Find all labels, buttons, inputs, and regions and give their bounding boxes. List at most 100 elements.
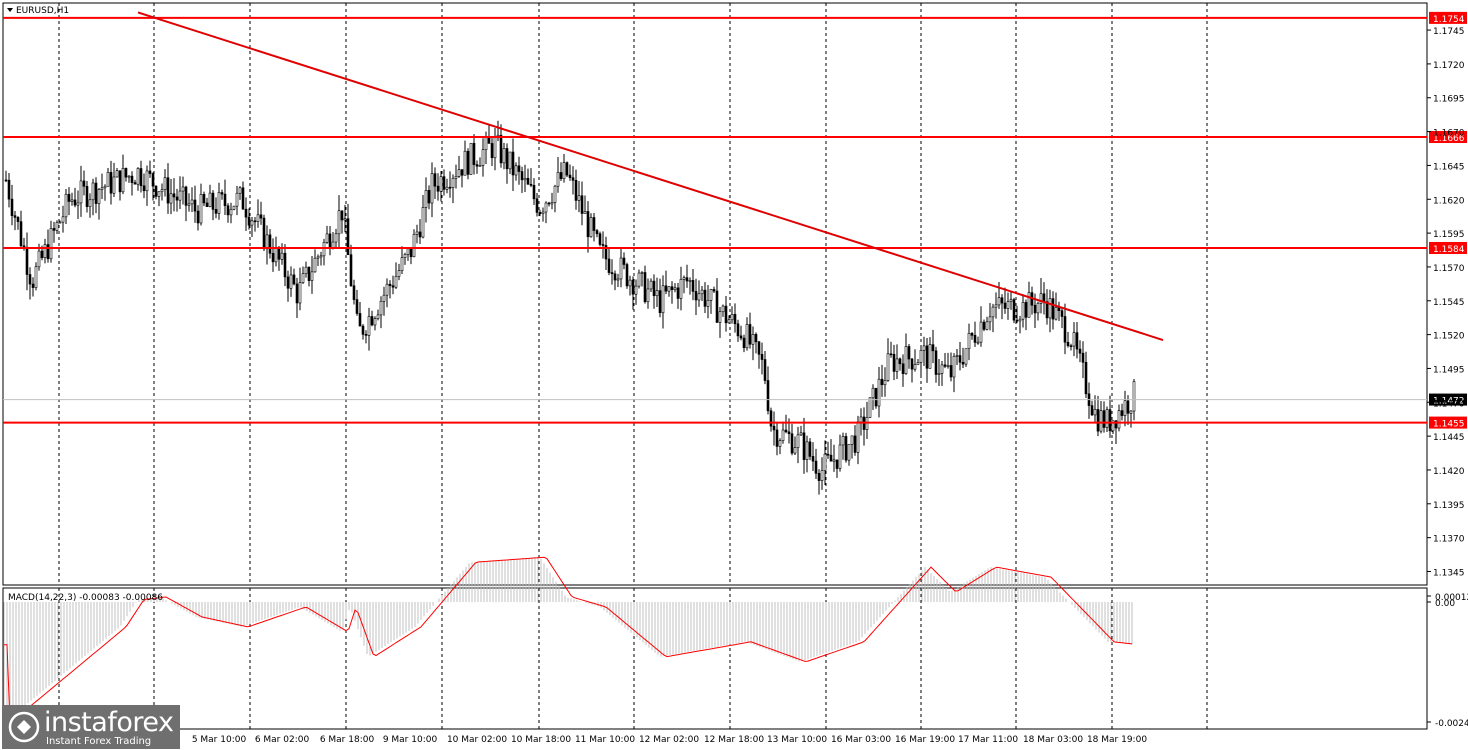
candle-body [685,277,689,282]
price-pane: EURUSD,H1 [2,2,1428,586]
candle-body [1126,400,1130,414]
candle-body [280,252,284,260]
candle-body [205,202,209,207]
candle-body [40,250,44,258]
candle-body [103,185,107,189]
candle-body [631,279,635,295]
candle-body [982,321,986,330]
candle-body [1045,301,1049,319]
candle-body [691,280,695,292]
candle-body [52,228,56,231]
candle-body [952,356,956,378]
candle-body [985,321,989,330]
trend-line [137,11,1164,341]
candle-body [286,276,290,289]
candle-body [4,179,8,182]
candle-body [784,429,788,433]
y-tick-label: 1.1395 [1433,501,1465,511]
candle-body [142,185,146,192]
candle-body [568,174,572,178]
candle-body [442,176,446,190]
candle-body [325,233,329,243]
candle-body [703,289,707,307]
candle-body [397,270,401,277]
candle-body [169,193,173,204]
candle-body [997,297,1001,306]
y-tick-label: 1.1470 [1433,399,1465,409]
candle-body [388,283,392,286]
candle-body [979,321,983,343]
candle-body [370,316,374,326]
candle-body [61,216,65,223]
candle-body [1063,316,1067,343]
candle-body [196,210,200,224]
candle-body [235,192,239,207]
candle-body [202,194,206,204]
candle-body [271,252,275,263]
candle-body [394,276,398,288]
candle-body [1006,301,1010,309]
candle-body [721,305,725,313]
candle-body [1102,410,1106,428]
candle-body [268,234,272,254]
candle-body [1021,302,1025,320]
candle-body [352,285,356,300]
candle-body [559,172,563,179]
candle-body [376,314,380,319]
level-price-badge [1429,130,1467,143]
candle-body [217,192,221,214]
candle-body [541,211,545,214]
candle-body [175,196,179,201]
candle-body [313,257,317,273]
candle-body [640,272,644,274]
candle-body [1099,410,1103,432]
y-tick-label: 1.1570 [1433,264,1465,274]
candle-body [334,233,338,243]
candle-body [31,283,35,288]
instaforex-logo: instaforex Instant Forex Trading [2,705,180,749]
candle-body [838,444,842,469]
candle-body [1111,420,1115,432]
candle-body [259,214,263,219]
candle-body [592,217,596,231]
y-tick-label: 1.1345 [1433,568,1465,578]
candle-body [94,182,98,204]
candle-body [457,169,461,177]
candle-body [28,274,32,285]
candle-body [463,150,467,176]
candle-body [127,175,131,178]
candle-body [382,294,386,302]
candle-body [1000,297,1004,304]
candle-body [823,453,827,471]
candle-body [289,274,293,289]
candle-body [610,272,614,275]
y-tick-label: 1.1695 [1433,95,1465,105]
candle-body [637,272,641,287]
candle-body [556,172,560,187]
candle-body [361,325,365,335]
candle-body [64,193,68,218]
candle-body [625,264,629,287]
candle-body [586,211,590,238]
candle-body [832,459,836,462]
candle-body [253,220,257,223]
candle-body [868,397,872,418]
candle-body [664,285,668,292]
candle-body [292,274,296,285]
candle-body [1123,400,1127,416]
x-tick-label: 17 Mar 11:00 [958,735,1018,745]
candle-body [121,168,125,193]
candle-body [151,173,155,187]
candle-body [712,289,716,292]
candle-body [481,149,485,166]
candle-body [124,168,128,178]
macd-y-tick-label: 0.00012 [1435,593,1468,603]
candle-body [859,416,863,423]
candle-body [802,432,806,460]
candle-body [19,221,23,247]
candle-body [727,319,731,324]
candle-body [607,258,611,273]
candle-body [856,421,860,453]
candle-body [7,179,11,200]
candle-body [160,189,164,193]
